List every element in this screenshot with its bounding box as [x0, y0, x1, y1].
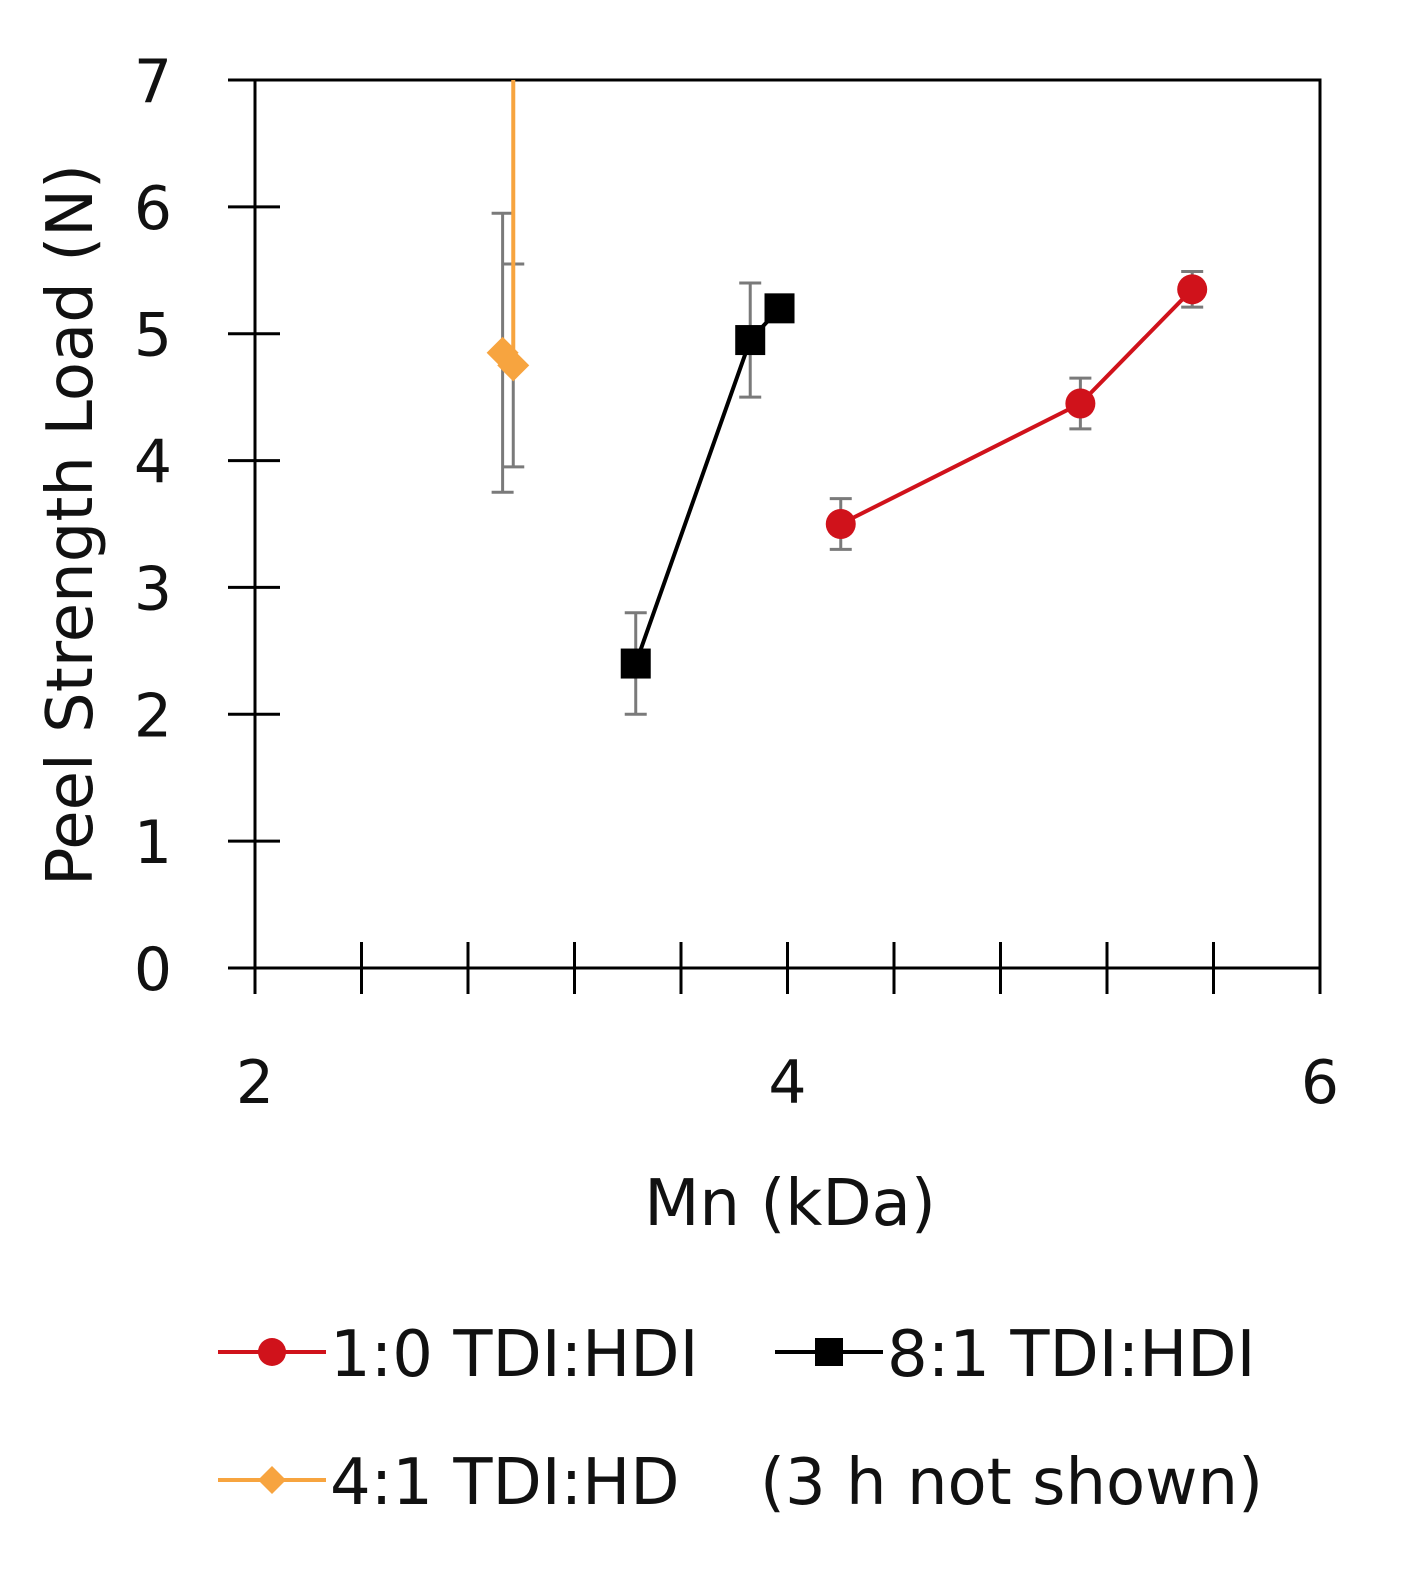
data-point-square	[815, 1338, 843, 1366]
legend-item: 8:1 TDI:HDI	[775, 1318, 1255, 1392]
data-point-square	[620, 648, 651, 679]
y-tick-label: 1	[134, 808, 172, 878]
series-layer	[486, 80, 1208, 716]
series-1-0-tdi-hdi	[825, 270, 1208, 551]
data-point-circle	[825, 509, 856, 539]
data-point-circle	[258, 1338, 286, 1366]
x-tick-label: 2	[236, 1048, 274, 1118]
data-point-circle	[1177, 274, 1208, 305]
data-point-square	[735, 325, 766, 356]
series-line	[633, 306, 781, 665]
x-tick-label: 4	[768, 1048, 806, 1118]
x-axis-title: Mn (kDa)	[644, 1167, 936, 1241]
y-tick-label: 3	[134, 554, 172, 624]
data-point-square	[764, 293, 795, 324]
legend-note: (3 h not shown)	[760, 1446, 1263, 1520]
legend-label: 8:1 TDI:HDI	[887, 1318, 1255, 1392]
data-point-diamond	[497, 349, 530, 382]
y-tick-label: 2	[134, 681, 172, 751]
axes: 0 1 2 3 4 5 6 7 2 4 6	[134, 47, 1339, 1118]
series-8-1-tdi-hdi	[620, 281, 795, 716]
legend-item: 1:0 TDI:HDI	[218, 1318, 698, 1392]
legend: 1:0 TDI:HDI 8:1 TDI:HDI 4:1 TDI:HD (3 h not…	[218, 1318, 1263, 1520]
data-point-diamond	[258, 1466, 286, 1494]
y-axis-title: Peel Strength Load (N)	[34, 164, 108, 886]
y-tick-label: 5	[134, 301, 172, 371]
y-tick-label: 4	[134, 428, 172, 498]
data-point-circle	[1065, 388, 1096, 419]
legend-item: 4:1 TDI:HD	[218, 1446, 680, 1520]
plot-frame	[253, 78, 1322, 970]
y-tick-label: 7	[134, 47, 172, 117]
series-line	[839, 287, 1194, 526]
y-tick-label: 6	[134, 174, 172, 244]
series-line	[501, 80, 516, 371]
legend-label: 4:1 TDI:HD	[330, 1446, 680, 1520]
y-tick-label: 0	[134, 935, 172, 1005]
plot-area	[253, 78, 1322, 970]
series-4-1-tdi-hd	[486, 80, 530, 494]
legend-label: 1:0 TDI:HDI	[330, 1318, 698, 1392]
x-tick-label: 6	[1301, 1048, 1339, 1118]
